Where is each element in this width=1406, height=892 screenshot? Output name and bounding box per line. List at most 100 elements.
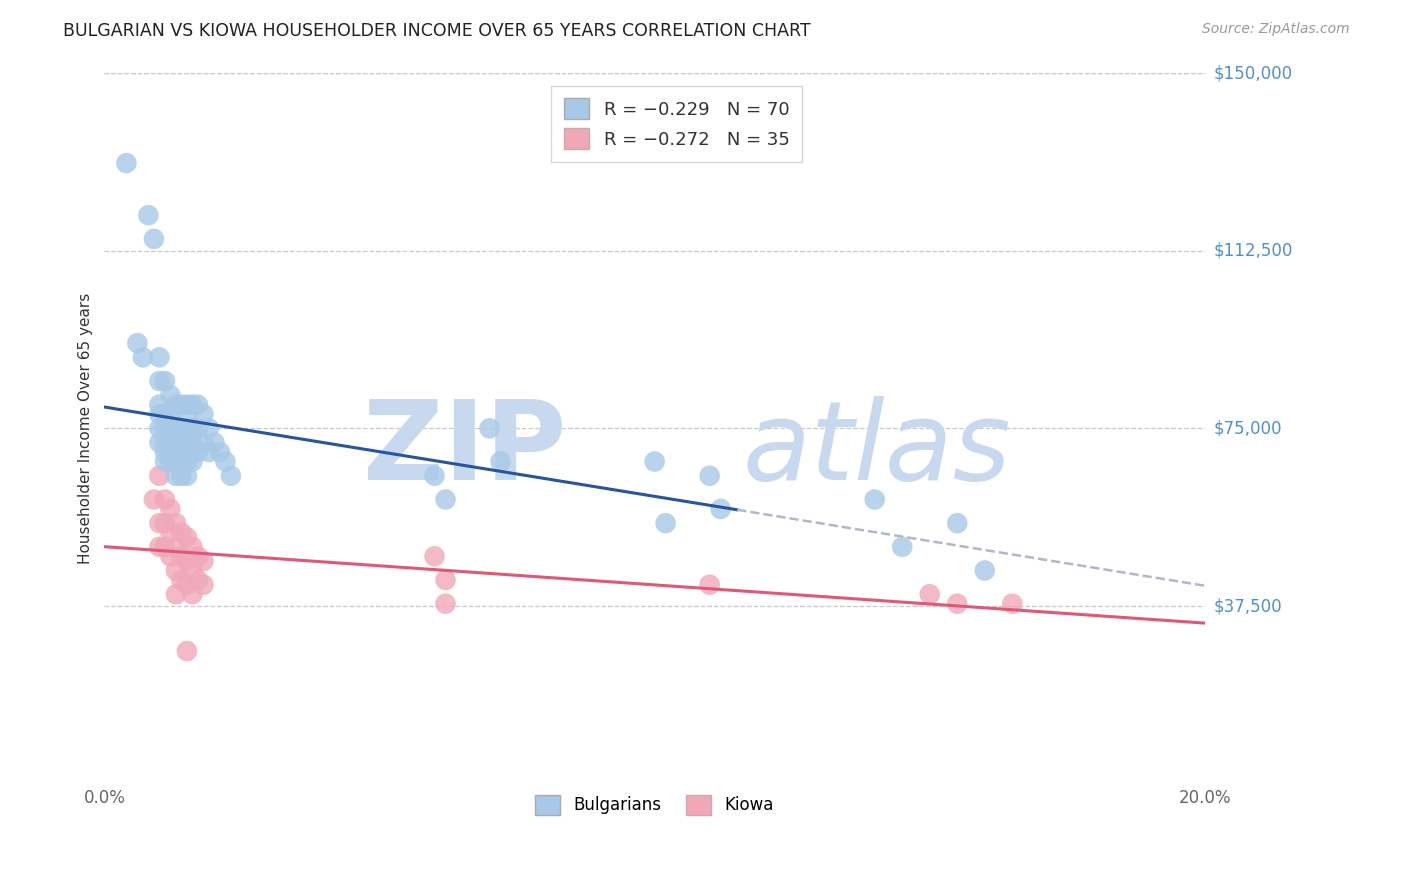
Point [148,435,170,450]
Point [159,435,181,450]
Point [148,540,170,554]
Point [176,435,198,450]
Point [891,540,914,554]
Point [170,454,193,468]
Text: atlas: atlas [742,396,1011,503]
Point [165,564,187,578]
Point [153,445,176,459]
Point [153,435,176,450]
Point [165,587,187,601]
Point [176,454,198,468]
Point [153,421,176,435]
Point [208,445,231,459]
Point [159,502,181,516]
Point [1001,597,1024,611]
Point [170,573,193,587]
Point [153,492,176,507]
Point [699,468,721,483]
Point [176,421,198,435]
Point [142,492,165,507]
Point [181,398,204,412]
Point [170,398,193,412]
Point [176,468,198,483]
Point [159,549,181,564]
Text: ZIP: ZIP [363,396,567,503]
Point [946,516,969,530]
Point [159,388,181,402]
Point [181,587,204,601]
Point [159,445,181,459]
Text: $150,000: $150,000 [1213,64,1292,82]
Point [973,564,995,578]
Point [176,407,198,421]
Point [187,421,209,435]
Text: $112,500: $112,500 [1213,242,1292,260]
Point [148,374,170,388]
Point [204,435,226,450]
Point [165,421,187,435]
Point [176,398,198,412]
Text: $75,000: $75,000 [1213,419,1282,437]
Point [176,530,198,544]
Point [165,468,187,483]
Point [434,492,457,507]
Text: BULGARIAN VS KIOWA HOUSEHOLDER INCOME OVER 65 YEARS CORRELATION CHART: BULGARIAN VS KIOWA HOUSEHOLDER INCOME OV… [63,22,811,40]
Point [176,578,198,592]
Point [153,540,176,554]
Point [187,549,209,564]
Point [165,445,187,459]
Point [153,407,176,421]
Point [193,578,215,592]
Point [138,208,160,222]
Point [423,468,446,483]
Point [710,502,733,516]
Point [148,407,170,421]
Point [918,587,941,601]
Point [115,156,138,170]
Point [170,435,193,450]
Point [478,421,501,435]
Point [181,454,204,468]
Point [165,516,187,530]
Point [153,516,176,530]
Point [170,445,193,459]
Point [654,516,676,530]
Point [198,421,221,435]
Point [148,468,170,483]
Point [699,578,721,592]
Point [159,421,181,435]
Point [187,398,209,412]
Point [214,454,236,468]
Point [165,398,187,412]
Point [434,597,457,611]
Point [181,435,204,450]
Point [153,454,176,468]
Point [127,336,149,351]
Text: $37,500: $37,500 [1213,597,1282,615]
Point [193,407,215,421]
Point [148,516,170,530]
Point [165,540,187,554]
Point [193,554,215,568]
Point [198,445,221,459]
Point [170,525,193,540]
Point [434,573,457,587]
Point [489,454,512,468]
Point [181,540,204,554]
Point [142,232,165,246]
Point [159,407,181,421]
Point [176,644,198,658]
Point [159,525,181,540]
Point [170,549,193,564]
Point [946,597,969,611]
Point [187,573,209,587]
Point [148,398,170,412]
Point [165,454,187,468]
Legend: Bulgarians, Kiowa: Bulgarians, Kiowa [524,785,785,825]
Point [165,435,187,450]
Point [153,374,176,388]
Point [181,445,204,459]
Point [187,445,209,459]
Point [863,492,886,507]
Point [181,564,204,578]
